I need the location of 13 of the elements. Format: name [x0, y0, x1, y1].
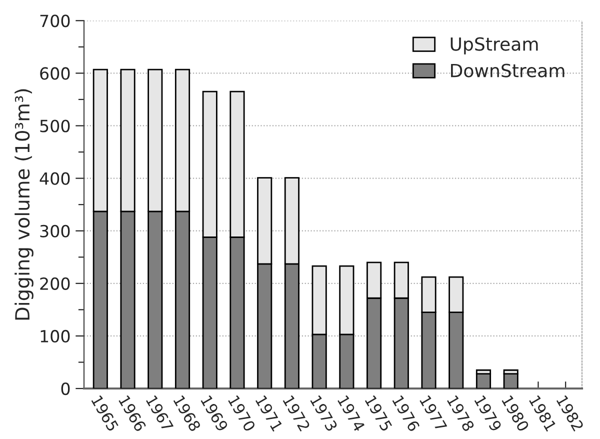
y-tick-label: 400: [40, 172, 70, 185]
bar: [476, 373, 492, 389]
y-tick-label: 100: [40, 330, 70, 343]
legend-label: DownStream: [451, 64, 564, 78]
y-axis-title: Digging volume (10³m³): [14, 89, 34, 320]
y-tick-label: 300: [40, 224, 70, 238]
bar: [503, 373, 518, 389]
y-tick-label: 500: [40, 120, 70, 132]
y-tick-label: 200: [40, 277, 70, 290]
legend-label: UpStream: [450, 37, 538, 54]
y-tick-label: 0: [61, 382, 70, 396]
y-tick-label: 700: [40, 14, 70, 28]
y-tick-label: 600: [40, 67, 70, 80]
